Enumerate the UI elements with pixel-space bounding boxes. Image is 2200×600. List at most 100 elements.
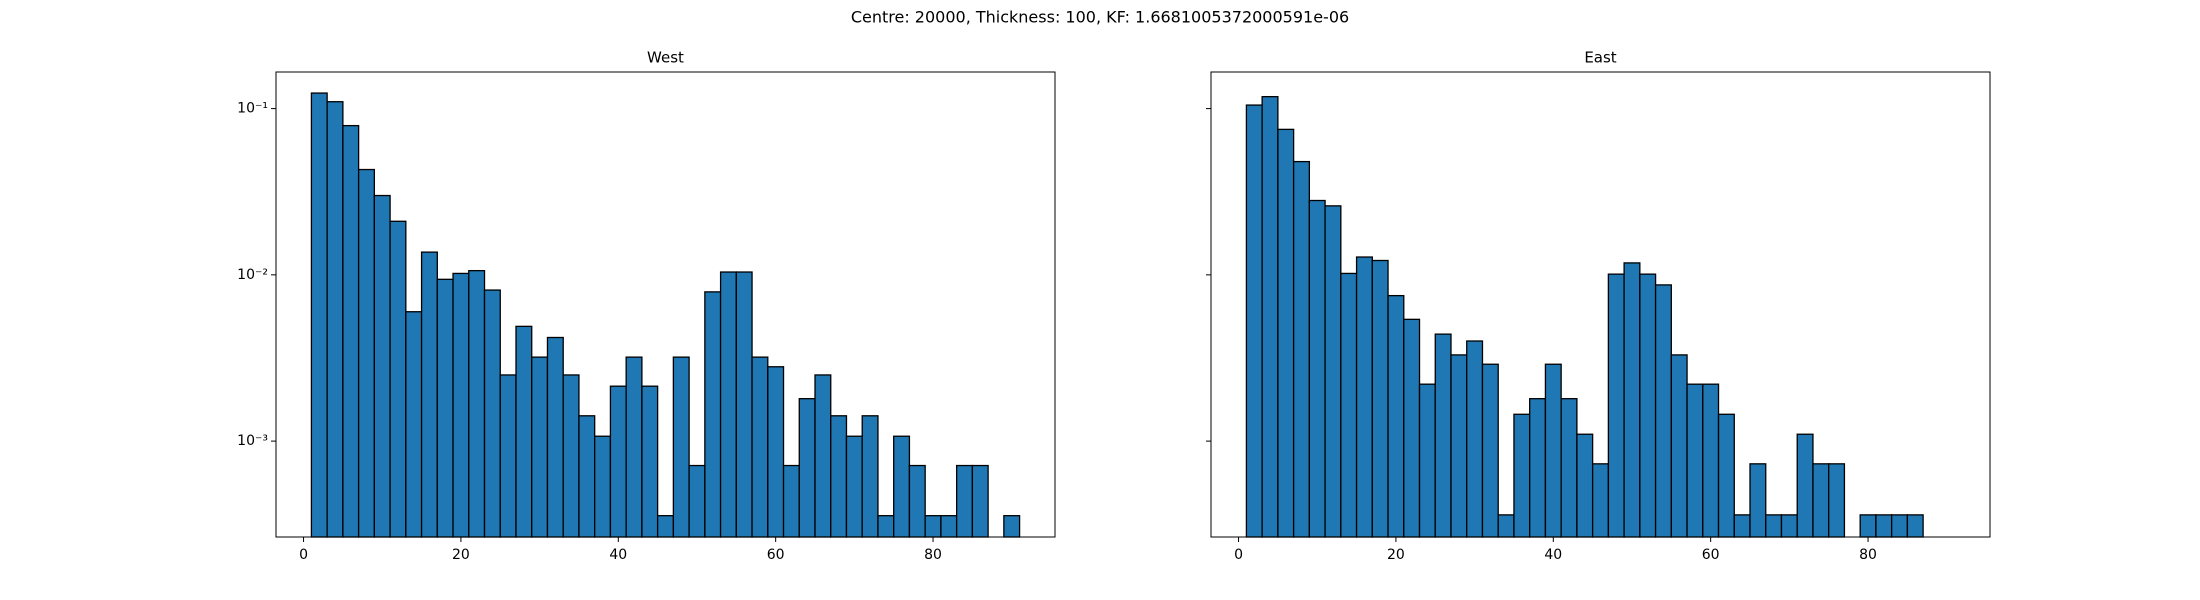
bar — [1434, 333, 1452, 538]
bar — [1875, 514, 1893, 538]
bar — [1324, 205, 1342, 538]
bar — [735, 271, 753, 538]
bar — [578, 415, 596, 538]
bar — [1277, 128, 1295, 538]
bar — [515, 325, 533, 538]
bar — [1466, 340, 1484, 538]
axes-frame — [275, 71, 1056, 538]
bar — [782, 464, 800, 538]
bar — [1003, 515, 1021, 538]
suptitle: Centre: 20000, Thickness: 100, KF: 1.668… — [851, 8, 1349, 27]
bar — [845, 435, 863, 538]
bar — [310, 92, 328, 538]
bar — [798, 398, 816, 538]
bar — [1245, 104, 1263, 538]
y-tick-label: 10⁻¹ — [237, 101, 268, 117]
bar — [1529, 398, 1547, 538]
bar — [688, 464, 706, 538]
bar — [546, 336, 564, 538]
bar — [342, 124, 360, 538]
bar — [719, 271, 737, 538]
bar — [1670, 354, 1688, 538]
bar — [1418, 383, 1436, 538]
bar — [436, 278, 454, 538]
x-tick-label: 60 — [1702, 547, 1720, 563]
bar — [499, 374, 517, 538]
bar — [1497, 514, 1515, 538]
bar — [1686, 383, 1704, 538]
bar — [1340, 272, 1358, 538]
x-tick-label: 80 — [1859, 547, 1877, 563]
bar — [656, 515, 675, 538]
bar — [326, 101, 344, 538]
bar — [1812, 463, 1830, 538]
bar — [373, 194, 391, 538]
bar — [1371, 259, 1389, 538]
bar — [704, 291, 722, 538]
x-tick-label: 80 — [924, 547, 942, 563]
bar — [1623, 262, 1641, 538]
x-tick-label: 60 — [767, 547, 785, 563]
bar — [1513, 413, 1531, 538]
bar — [1828, 463, 1846, 538]
bar — [625, 356, 643, 538]
axes-frame — [1210, 71, 1991, 538]
bar — [1607, 273, 1625, 538]
bar — [1387, 294, 1405, 538]
axes-title: West — [647, 49, 684, 67]
bar — [672, 356, 690, 538]
bar — [641, 385, 659, 538]
bar — [1749, 463, 1767, 538]
bar — [861, 415, 879, 538]
y-tick-label: 10⁻³ — [237, 433, 268, 449]
x-tick-label: 20 — [452, 547, 470, 563]
bar — [483, 289, 501, 538]
bar — [452, 272, 470, 538]
bar — [1859, 514, 1877, 538]
bar — [1292, 160, 1311, 538]
bar — [893, 435, 911, 538]
x-tick-label: 20 — [1387, 547, 1405, 563]
bar — [1702, 383, 1720, 538]
bar — [924, 515, 942, 538]
bar — [531, 356, 549, 538]
bar — [468, 269, 486, 538]
bar — [1481, 363, 1499, 538]
y-tick-label: 10⁻² — [237, 267, 268, 283]
bar — [877, 515, 895, 538]
x-tick-label: 0 — [299, 547, 308, 563]
bar — [1591, 463, 1610, 538]
bar — [1261, 95, 1279, 538]
bar — [751, 356, 769, 538]
bar — [955, 464, 974, 538]
bar — [562, 374, 580, 538]
bar — [1765, 514, 1783, 538]
bar — [971, 464, 989, 538]
bar — [1576, 433, 1594, 538]
bar — [1308, 199, 1326, 538]
bar — [1733, 514, 1751, 538]
bar — [830, 415, 848, 538]
x-tick-label: 40 — [609, 547, 627, 563]
bar — [1717, 413, 1735, 538]
bar — [1780, 514, 1798, 538]
x-tick-label: 0 — [1234, 547, 1243, 563]
bar — [1906, 514, 1924, 538]
bar — [814, 374, 832, 538]
bar — [405, 311, 423, 538]
bar — [1450, 354, 1468, 538]
axes-title: East — [1584, 49, 1616, 67]
bar — [357, 168, 376, 538]
bar — [1796, 433, 1814, 538]
bar — [1654, 284, 1672, 538]
bar — [1544, 363, 1562, 538]
bar — [609, 385, 627, 538]
x-tick-label: 40 — [1544, 547, 1562, 563]
bar — [1890, 514, 1909, 538]
bar — [594, 435, 612, 538]
bar — [1403, 318, 1421, 538]
bar — [767, 366, 785, 538]
bar — [1560, 398, 1578, 538]
